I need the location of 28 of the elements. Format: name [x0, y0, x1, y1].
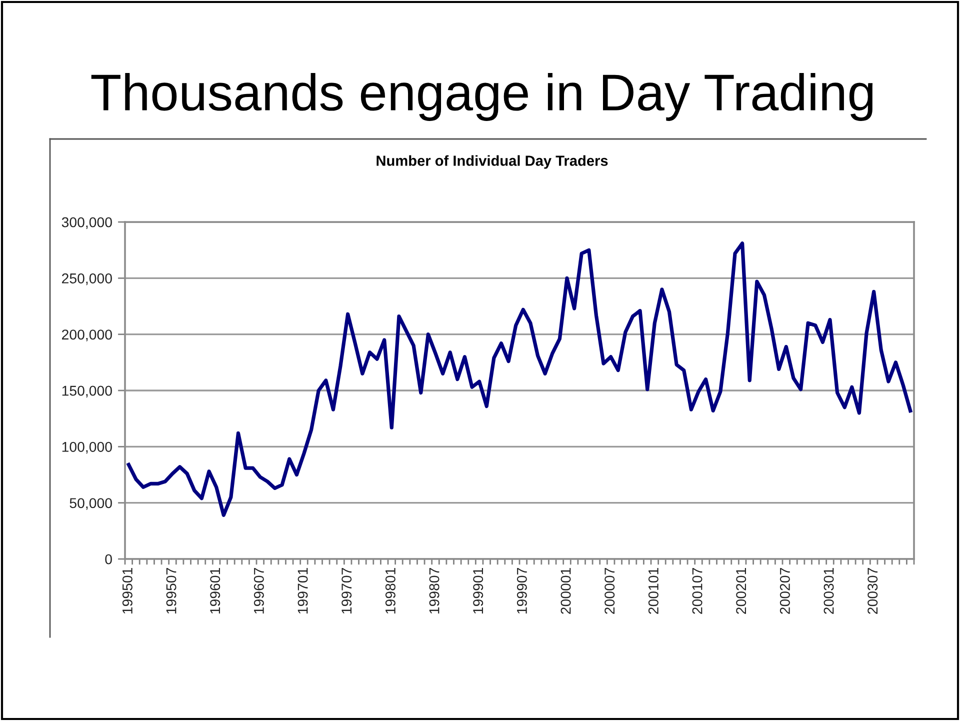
- x-tick-label: 200307: [868, 568, 878, 614]
- y-tick-label: 250,000: [62, 273, 112, 286]
- x-tick-label: 199707: [342, 568, 352, 614]
- x-tick-label: 200301: [824, 568, 834, 614]
- x-tick-label: 199801: [385, 568, 396, 614]
- y-tick-label: 100,000: [62, 442, 112, 454]
- x-tick-label: 199907: [516, 568, 527, 614]
- x-tick-label: 200101: [648, 568, 658, 614]
- x-tick-label: 199807: [429, 568, 440, 614]
- y-tick-label: 200,000: [62, 330, 112, 342]
- y-tick-label: 300,000: [62, 217, 112, 229]
- chart-subtitle: Number of Individual Day Traders: [376, 155, 608, 169]
- line-series: [126, 242, 912, 517]
- y-tick-label: 150,000: [62, 386, 112, 398]
- x-tick-label: 200201: [736, 568, 746, 614]
- chart-title: Thousands engage in Day Trading: [91, 73, 873, 121]
- y-tick-label: 0: [105, 554, 112, 564]
- x-tick-label: 200007: [604, 568, 615, 614]
- x-tick-label: 200001: [560, 568, 571, 614]
- x-tick-label: 199501: [122, 568, 132, 614]
- x-tick-label: 199607: [254, 568, 264, 614]
- x-tick-label: 200107: [692, 568, 702, 614]
- y-tick-label: 50,000: [70, 498, 112, 510]
- x-tick-label: 199901: [473, 568, 484, 614]
- x-tick-label: 199701: [298, 568, 308, 614]
- x-tick-label: 200207: [780, 568, 790, 614]
- x-tick-label: 199507: [166, 568, 176, 614]
- x-tick-label: 199601: [210, 568, 220, 614]
